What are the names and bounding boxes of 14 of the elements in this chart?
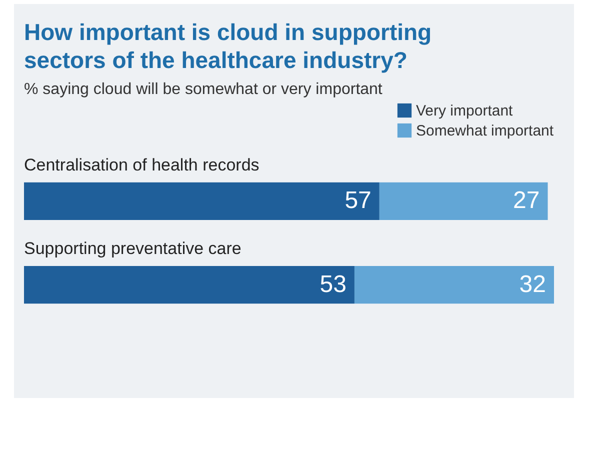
bar <box>379 182 548 220</box>
legend-label: Very important <box>416 102 514 120</box>
legend-label: Somewhat important <box>416 122 554 140</box>
chart-title: How important is cloud in supporting sectors of the healthcare industry? <box>24 19 432 73</box>
bar <box>24 182 380 220</box>
y-tick-label: Centralisation of health records <box>24 155 260 174</box>
bar <box>24 266 354 304</box>
data-label: 53 <box>320 270 346 298</box>
data-label: 32 <box>519 270 546 298</box>
bar <box>354 266 554 304</box>
chart-subtitle: % saying cloud will be somewhat or very important <box>24 81 383 98</box>
data-label: 57 <box>344 187 372 214</box>
y-tick-label: Supporting preventative care <box>24 238 242 258</box>
data-label: 27 <box>513 187 540 214</box>
